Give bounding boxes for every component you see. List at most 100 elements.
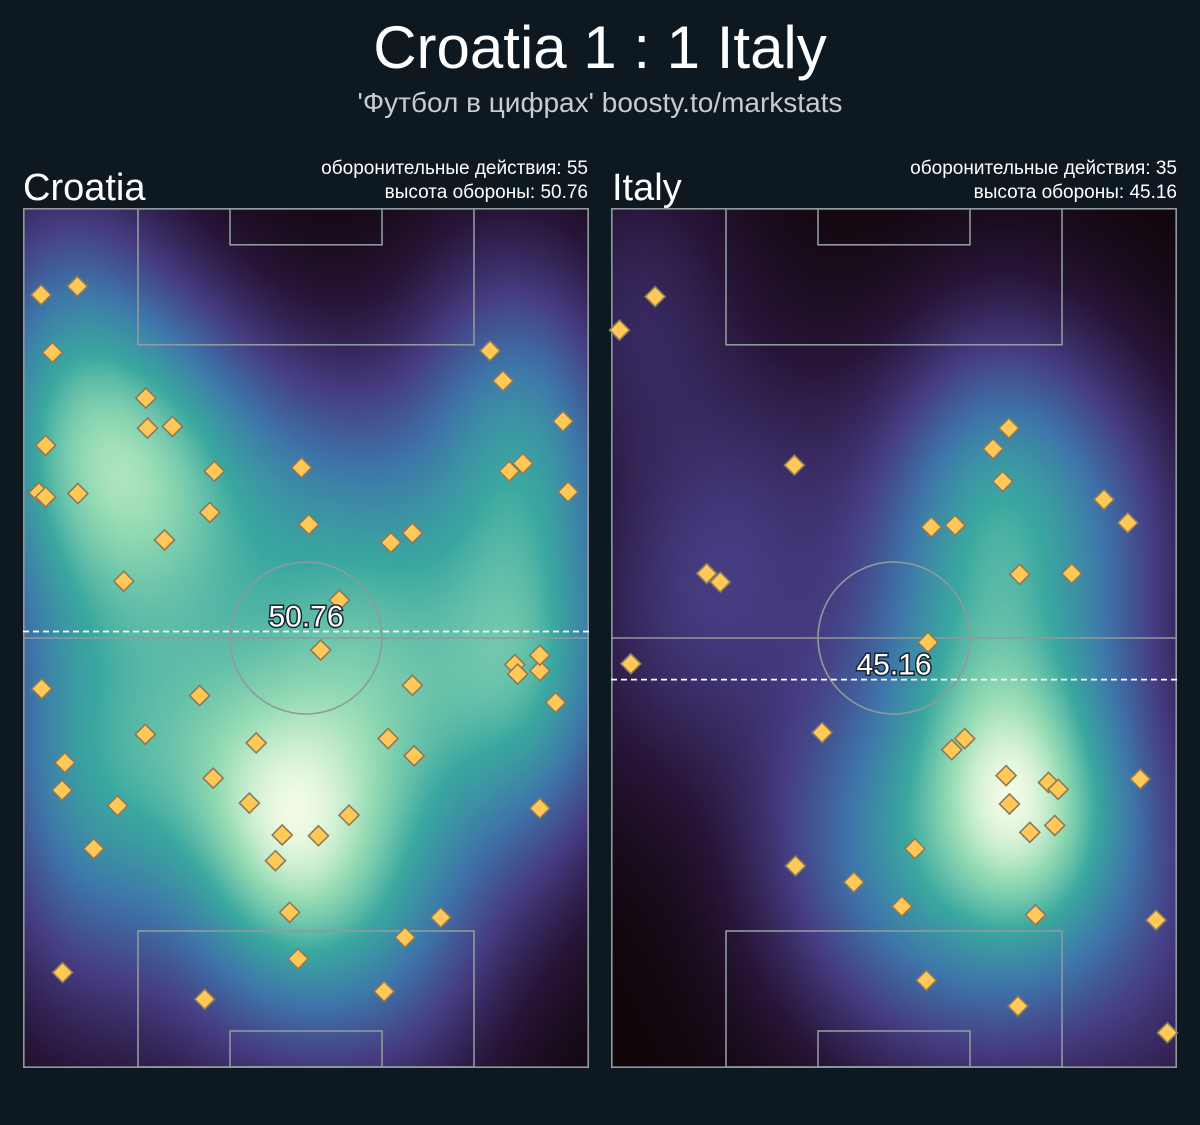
- defensive-action-marker: [198, 501, 221, 524]
- defence-height-value: 50.76: [268, 600, 343, 633]
- defensive-action-marker: [491, 369, 515, 392]
- pitch-away: 45.16: [608, 208, 1179, 1069]
- defensive-action-marker: [136, 417, 159, 440]
- defensive-action-marker: [478, 339, 502, 362]
- chart-title: Croatia 1 : 1 Italy: [373, 14, 827, 81]
- team-name-home: Croatia: [23, 167, 146, 209]
- team-name-away: Italy: [612, 167, 682, 209]
- defensive-action-marker: [30, 677, 53, 700]
- goal-area-bottom: [229, 1030, 383, 1068]
- centre-circle: [229, 561, 383, 715]
- defensive-action-marker: [551, 410, 575, 433]
- defensive-action-marker: [238, 791, 261, 815]
- defensive-action-marker: [286, 947, 310, 970]
- defensive-action-marker: [608, 318, 631, 342]
- defensive-action-marker: [1156, 1021, 1179, 1044]
- defensive-action-markers: [27, 275, 580, 1011]
- defensive-action-marker: [991, 470, 1014, 493]
- defensive-action-marker: [50, 779, 74, 802]
- defensive-action-marker: [1060, 562, 1083, 585]
- defensive-action-marker: [1006, 994, 1030, 1018]
- defensive-action-marker: [498, 460, 521, 483]
- defensive-action-marker: [297, 513, 320, 536]
- defensive-action-marker: [1047, 778, 1070, 801]
- defensive-action-marker: [34, 434, 57, 457]
- defensive-action-marker: [644, 285, 667, 308]
- defensive-action-marker: [915, 969, 938, 992]
- defensive-action-marker: [290, 456, 313, 479]
- defensive-action-marker: [193, 988, 216, 1011]
- defence-height-home: высота обороны: 50.76: [384, 182, 588, 203]
- defensive-action-marker: [376, 727, 400, 750]
- defensive-action-marker: [940, 738, 963, 761]
- defensive-action-marker: [271, 823, 294, 847]
- defensive-action-marker: [953, 727, 976, 750]
- defensive-action-marker: [619, 652, 642, 675]
- pitch-lines: [611, 208, 1178, 1069]
- defensive-action-marker: [82, 837, 105, 860]
- defensive-action-marker: [203, 460, 226, 483]
- defensive-action-marker: [1024, 903, 1047, 927]
- defensive-action-marker: [153, 528, 176, 552]
- defensive-action-marker: [264, 849, 287, 872]
- defensive-action-marker: [528, 644, 551, 667]
- defensive-action-marker: [337, 804, 361, 827]
- defensive-action-marker: [998, 792, 1021, 816]
- defensive-action-marker: [709, 570, 732, 594]
- defensive-action-marker: [393, 926, 417, 949]
- defensive-action-marker: [309, 638, 332, 662]
- defence-height-away: высота обороны: 45.16: [973, 182, 1177, 203]
- defensive-action-marker: [134, 723, 157, 746]
- defensive-action-marker: [53, 751, 77, 774]
- pitch-lines: [23, 208, 590, 1069]
- defensive-action-marker: [328, 589, 351, 612]
- defensive-action-marker: [1129, 767, 1152, 791]
- defensive-action-marker: [106, 794, 129, 817]
- goal-area-top: [817, 208, 971, 246]
- defensive-action-marker: [981, 437, 1005, 460]
- defensive-action-marker: [528, 659, 551, 682]
- defensive-action-markers: [608, 285, 1179, 1044]
- defensive-action-marker: [188, 684, 211, 707]
- defensive-action-marker: [307, 824, 330, 847]
- defensive-action-marker: [402, 744, 426, 767]
- defensive-action-marker: [506, 662, 529, 686]
- defensive-action-marker: [66, 275, 89, 298]
- defensive-action-marker: [810, 721, 834, 744]
- goal-area-top: [229, 208, 383, 246]
- defence-height-value: 45.16: [856, 649, 931, 682]
- defensive-action-marker: [842, 871, 865, 894]
- defensive-action-marker: [544, 691, 567, 714]
- defensive-action-marker: [1092, 488, 1116, 511]
- defensive-action-marker: [784, 854, 807, 878]
- defensive-action-marker: [112, 570, 135, 593]
- defensive-action-marker: [528, 797, 551, 820]
- defensive-action-marker: [29, 283, 53, 306]
- defensive-action-marker: [278, 901, 301, 924]
- defensive-action-marker: [511, 452, 534, 475]
- defensive-action-marker: [556, 480, 580, 503]
- defensive-action-marker: [920, 515, 943, 539]
- defensive-action-marker: [1116, 511, 1139, 534]
- defensive-action-marker: [34, 485, 57, 509]
- defensive-action-marker: [429, 906, 452, 929]
- defensive-action-marker: [903, 837, 927, 860]
- defensive-action-marker: [202, 767, 225, 790]
- defensive-action-marker: [51, 961, 74, 984]
- defensive-action-marker: [994, 764, 1018, 787]
- defensive-action-marker: [890, 895, 914, 918]
- defensive-action-marker: [161, 415, 184, 438]
- centre-circle: [817, 561, 971, 715]
- defensive-action-marker: [997, 417, 1021, 440]
- defensive-action-marker: [66, 482, 90, 505]
- defensive-action-marker: [41, 341, 64, 364]
- defensive-action-marker: [1043, 814, 1066, 837]
- defensive-action-marker: [134, 386, 157, 410]
- defensive-action-marker: [401, 521, 424, 545]
- defensive-action-marker: [401, 674, 424, 697]
- goal-area-bottom: [817, 1030, 971, 1068]
- defensive-action-marker: [783, 454, 806, 477]
- defensive-action-marker: [1018, 821, 1041, 844]
- chart-subtitle: 'Футбол в цифрах' boosty.to/markstats: [357, 87, 843, 118]
- defensive-action-marker: [916, 631, 940, 654]
